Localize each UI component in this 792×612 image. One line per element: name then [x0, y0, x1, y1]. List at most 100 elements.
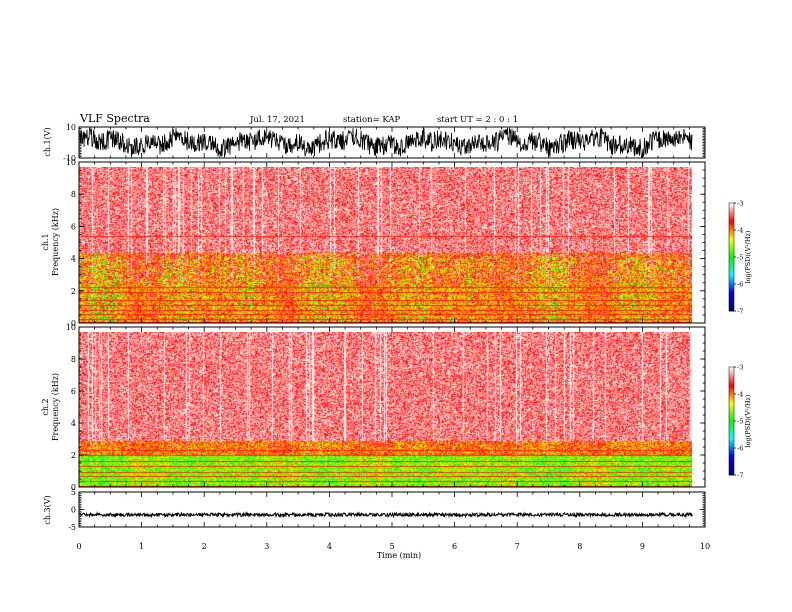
ch1-colorbar-swatch: [729, 213, 734, 216]
ch1-colorbar-swatch: [729, 275, 734, 278]
ch2-colorbar-tick-label: -4: [737, 391, 743, 399]
time-x-tick-label: 2: [202, 542, 207, 551]
ch3-waveform-y-tick-label: -5: [68, 523, 76, 532]
ch1-colorbar-swatch: [729, 276, 734, 279]
ch1-colorbar-swatch: [729, 210, 734, 213]
time-x-tick-label: 1: [139, 542, 144, 551]
ch2-spectrogram-y-tick-label: 10: [66, 323, 76, 332]
ch2-colorbar-swatch: [729, 451, 734, 454]
ch2-colorbar-swatch: [729, 467, 734, 470]
ch1-colorbar-swatch: [729, 235, 734, 238]
time-x-tick-label: 8: [577, 542, 582, 551]
figure-title: VLF Spectra: [79, 112, 150, 125]
ch2-colorbar-swatch: [729, 446, 734, 449]
ch2-colorbar-swatch: [729, 435, 734, 438]
ch1-waveform-y-label: ch.1(V): [43, 127, 52, 156]
station-label: station= KAP: [343, 115, 401, 125]
ch2-colorbar-swatch: [729, 390, 734, 393]
ch1-waveform-y-tick-label: -10: [63, 154, 76, 163]
ch1-colorbar-swatch: [729, 285, 734, 288]
ch2-colorbar-swatch: [729, 439, 734, 442]
ch1-colorbar-tick-label: -5: [737, 254, 743, 262]
ch1-colorbar-swatch: [729, 293, 734, 296]
ch2-spectrogram-image: [79, 332, 692, 487]
ch1-colorbar-swatch: [729, 251, 734, 254]
ch1-waveform-y-ticks: 10 -10: [63, 123, 705, 163]
ch1-colorbar-swatch: [729, 233, 734, 236]
ch2-colorbar-swatch: [729, 379, 734, 382]
ch2-colorbar-swatch: [729, 392, 734, 395]
ch2-colorbar-swatch: [729, 376, 734, 379]
ch1-waveform-line: [79, 127, 693, 158]
time-x-tick-label: 9: [640, 542, 645, 551]
ch1-colorbar-swatch: [729, 262, 734, 265]
ch2-colorbar-swatch: [729, 381, 734, 384]
ch1-colorbar-tick-label: -7: [737, 308, 743, 316]
ch1-colorbar-swatch: [729, 224, 734, 227]
ch2-colorbar-swatch: [729, 431, 734, 434]
ch2-colorbar-swatch: [729, 377, 734, 380]
ch1-colorbar-swatch: [729, 266, 734, 269]
ch1-spectrogram-y-tick-label: 2: [71, 287, 76, 296]
ch1-colorbar-tick-label: -4: [737, 227, 743, 235]
ch3-waveform-y-tick-label: 5: [71, 488, 76, 497]
ch2-colorbar-swatch: [729, 448, 734, 451]
ch2-colorbar-swatch: [729, 397, 734, 400]
ch1-colorbar-swatch: [729, 204, 734, 207]
ch1-spectrogram-panel: 0 2 4 6 8 10 ch.1 Frequency (kHz) -3 -4 -5 -6 -7 l…: [41, 158, 752, 328]
ch3-waveform-panel: 5 0 -5 ch.3(V): [43, 488, 706, 532]
ch1-colorbar-swatch: [729, 206, 734, 209]
ch2-colorbar-tick-label: -3: [737, 364, 743, 372]
ch2-spectrogram-y-label-channel: ch.2: [41, 398, 50, 415]
ch2-colorbar-swatch: [729, 408, 734, 411]
ch2-colorbar-swatch: [729, 374, 734, 377]
ch2-colorbar-swatch: [729, 419, 734, 422]
ch2-colorbar-swatch: [729, 473, 734, 476]
ch1-colorbar-swatch: [729, 226, 734, 229]
time-x-tick-label: 10: [700, 542, 710, 551]
ch1-waveform-trace: [79, 127, 693, 158]
ch2-colorbar-swatch: [729, 430, 734, 433]
ch2-colorbar-swatch: [729, 444, 734, 447]
ch1-colorbar: -3 -4 -5 -6 -7 log(PSD)(V²/Hz): [728, 200, 752, 316]
ch2-colorbar-swatch: [729, 464, 734, 467]
ch1-colorbar-swatch: [729, 273, 734, 276]
ch2-spectrogram-y-tick-label: 6: [71, 387, 76, 396]
ch2-colorbar-swatch: [729, 460, 734, 463]
ch3-waveform-y-tick-label: 0: [71, 506, 76, 515]
ch1-colorbar-swatch: [729, 289, 734, 292]
ch2-colorbar-swatch: [729, 426, 734, 429]
ch2-colorbar-swatch: [729, 442, 734, 445]
ch1-spectrogram-y-tick-label: 8: [71, 190, 76, 199]
ch1-colorbar-swatch: [729, 222, 734, 225]
ch1-colorbar-swatch: [729, 284, 734, 287]
ch2-colorbar-swatch: [729, 440, 734, 443]
ch1-colorbar-swatch: [729, 267, 734, 270]
ch2-colorbar-swatch: [729, 433, 734, 436]
ch1-colorbar-swatch: [729, 303, 734, 306]
ch1-spectrogram-y-ticks: 0 2 4 6 8 10: [66, 158, 705, 328]
ch1-colorbar-swatch: [729, 228, 734, 231]
ch1-colorbar-swatch: [729, 203, 734, 206]
ch2-colorbar-swatch: [729, 449, 734, 452]
ch1-colorbar-tick-label: -6: [737, 281, 743, 289]
ch2-spectrogram-y-ticks: 0 2 4 6 8 10: [66, 323, 705, 492]
ch2-colorbar-swatch: [729, 428, 734, 431]
ch1-colorbar-swatch: [729, 282, 734, 285]
ch1-spectrogram-image: [79, 167, 692, 323]
ch2-spectrogram-panel: 0 2 4 6 8 10 ch.2 Frequency (kHz) -3 -4 -5 -6 -7 l…: [41, 323, 752, 492]
time-x-axis-label: Time (min): [377, 551, 421, 560]
ch3-waveform-y-label: ch.3(V): [43, 495, 52, 524]
ch2-colorbar-swatch: [729, 410, 734, 413]
ch1-spectrogram-y-tick-label: 4: [71, 255, 76, 264]
ch2-colorbar-tick-label: -7: [737, 472, 743, 480]
ch1-colorbar-swatch: [729, 217, 734, 220]
ch2-colorbar-swatch: [729, 367, 734, 370]
ch2-colorbar-swatch: [729, 453, 734, 456]
ch1-colorbar-swatch: [729, 269, 734, 272]
ch1-colorbar-swatch: [729, 230, 734, 233]
ch2-colorbar-label: log(PSD)(V²/Hz): [744, 394, 752, 447]
ch3-waveform-line: [79, 511, 693, 519]
ch1-colorbar-swatch: [729, 287, 734, 290]
